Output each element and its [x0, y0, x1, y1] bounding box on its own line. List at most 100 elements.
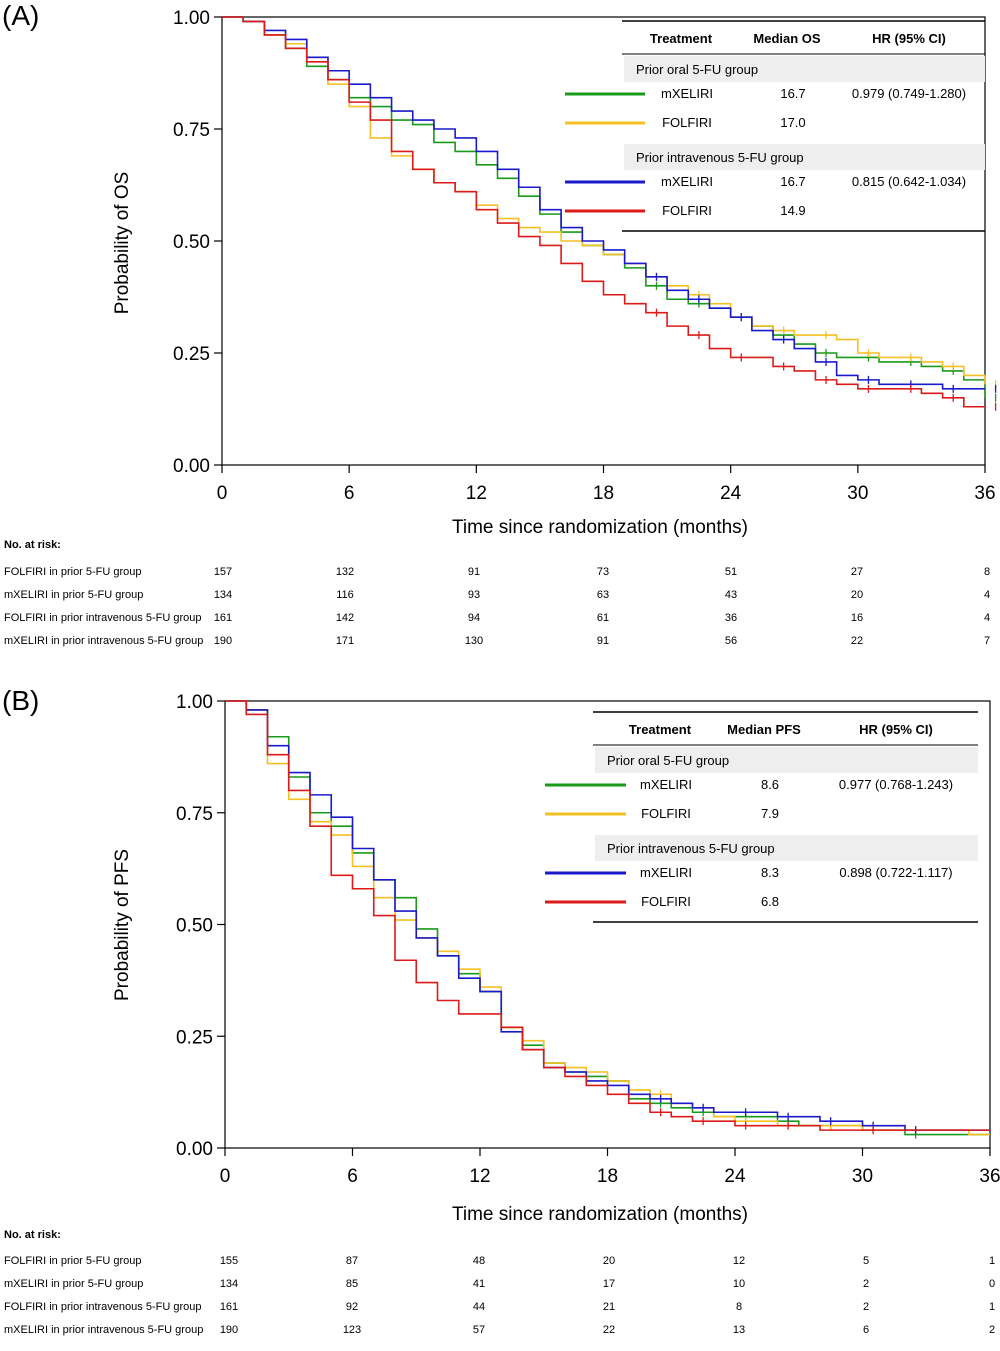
risk-value: 5	[862, 1255, 870, 1267]
legend-header: Median PFS	[727, 722, 801, 737]
x-tick-label: 6	[344, 483, 355, 504]
legend-median: 8.6	[761, 777, 779, 792]
x-tick-label: 12	[466, 483, 487, 504]
risk-row-label: mXELIRI in prior 5-FU group	[4, 1278, 144, 1290]
legend-median: 8.3	[761, 865, 779, 880]
y-tick-label: 0.50	[176, 916, 213, 937]
x-tick-label: 18	[593, 483, 614, 504]
legend-treatment: FOLFIRI	[641, 806, 691, 821]
risk-value: 10	[732, 1278, 746, 1290]
legend-group-band	[595, 835, 978, 861]
legend-treatment: mXELIRI	[640, 777, 692, 792]
y-tick-label: 0.00	[173, 456, 210, 477]
risk-value: 22	[602, 1324, 616, 1336]
y-tick-label: 0.25	[173, 344, 210, 365]
risk-value: 13	[732, 1324, 746, 1336]
risk-value: 161	[219, 1301, 239, 1313]
legend-median: 16.7	[780, 86, 805, 101]
risk-value: 7	[983, 635, 991, 647]
x-tick-label: 36	[974, 483, 995, 504]
legend-treatment: mXELIRI	[661, 86, 713, 101]
risk-value: 2	[862, 1301, 870, 1313]
x-axis-label: Time since randomization (months)	[451, 517, 748, 538]
risk-value: 92	[345, 1301, 359, 1313]
risk-value: 161	[213, 612, 233, 624]
x-tick-label: 30	[852, 1166, 873, 1187]
legend-treatment: FOLFIRI	[641, 894, 691, 909]
risk-value: 73	[596, 566, 610, 578]
legend-group-label: Prior oral 5-FU group	[607, 753, 729, 768]
risk-table-title: No. at risk:	[4, 1229, 61, 1241]
legend-hr: 0.815 (0.642-1.034)	[852, 174, 966, 189]
risk-value: 157	[213, 566, 233, 578]
risk-row-label: mXELIRI in prior 5-FU group	[4, 589, 144, 601]
risk-value: 20	[602, 1255, 616, 1267]
risk-value: 21	[602, 1301, 616, 1313]
legend-median: 17.0	[780, 115, 805, 130]
risk-value: 132	[335, 566, 355, 578]
x-tick-label: 12	[469, 1166, 490, 1187]
pfs-chart: 0.00 0.25 0.50 0.75 1.00 0 6 12 18 24 30 36 Treatmen…	[176, 692, 1000, 1187]
x-tick-label: 6	[347, 1166, 358, 1187]
x-tick-label: 0	[217, 483, 228, 504]
legend-header: HR (95% CI)	[859, 722, 933, 737]
risk-value: 116	[336, 589, 354, 601]
risk-value: 134	[213, 589, 233, 601]
y-tick-label: 0.50	[173, 232, 210, 253]
x-axis-label: Time since randomization (months)	[451, 1204, 748, 1225]
risk-value: 130	[464, 635, 484, 647]
risk-value: 43	[724, 589, 738, 601]
km-curve-series-3	[225, 700, 990, 1131]
x-tick-label: 24	[724, 1166, 746, 1187]
risk-value: 6	[862, 1324, 870, 1336]
legend-group-label: Prior intravenous 5-FU group	[607, 841, 775, 856]
legend-group-band	[624, 144, 985, 170]
legend-hr: 0.977 (0.768-1.243)	[839, 777, 953, 792]
y-axis-label: Probability of PFS	[112, 848, 133, 1001]
risk-value: 56	[724, 635, 738, 647]
risk-value: 36	[724, 612, 738, 624]
risk-value: 171	[335, 635, 355, 647]
risk-value: 4	[983, 589, 991, 601]
legend-header: Median OS	[753, 31, 821, 46]
risk-value: 87	[345, 1255, 359, 1267]
legend-median: 6.8	[761, 894, 779, 909]
risk-value: 22	[850, 635, 864, 647]
risk-value: 4	[983, 612, 991, 624]
risk-value: 63	[596, 589, 610, 601]
risk-row-label: FOLFIRI in prior 5-FU group	[4, 566, 142, 578]
panel-label: (B)	[2, 685, 40, 716]
risk-value: 190	[213, 635, 233, 647]
risk-value: 12	[732, 1255, 746, 1267]
risk-value: 1	[988, 1255, 996, 1267]
risk-row-label: mXELIRI in prior intravenous 5-FU group	[4, 1324, 204, 1336]
risk-value: 8	[735, 1301, 743, 1313]
km-curve-series-3	[222, 16, 985, 408]
legend-hr: 0.898 (0.722-1.117)	[839, 865, 952, 880]
x-tick-label: 18	[597, 1166, 618, 1187]
risk-row-label: FOLFIRI in prior intravenous 5-FU group	[4, 612, 202, 624]
risk-row-label: mXELIRI in prior intravenous 5-FU group	[4, 635, 204, 647]
risk-value: 94	[467, 612, 481, 624]
x-tick-label: 36	[979, 1166, 1000, 1187]
risk-row-label: FOLFIRI in prior intravenous 5-FU group	[4, 1301, 202, 1313]
risk-value: 57	[472, 1324, 486, 1336]
legend-treatment: mXELIRI	[640, 865, 692, 880]
risk-row-label: FOLFIRI in prior 5-FU group	[4, 1255, 142, 1267]
risk-value: 91	[467, 566, 481, 578]
legend-group-label: Prior intravenous 5-FU group	[636, 150, 804, 165]
risk-value: 17	[602, 1278, 616, 1290]
y-tick-label: 0.25	[176, 1027, 213, 1048]
legend-header: Treatment	[629, 722, 692, 737]
risk-value: 8	[983, 566, 991, 578]
risk-value: 0	[988, 1278, 996, 1290]
legend-group-band	[624, 56, 985, 82]
legend-group-band	[595, 747, 978, 773]
risk-value: 2	[862, 1278, 870, 1290]
legend-header: HR (95% CI)	[872, 31, 946, 46]
risk-value: 2	[988, 1324, 996, 1336]
risk-value: 16	[850, 612, 864, 624]
legend-hr: 0.979 (0.749-1.280)	[852, 86, 966, 101]
os-chart: 0.00 0.25 0.50 0.75 1.00 0 6 12 18 24 30 36 Treatmen…	[173, 8, 997, 504]
risk-value: 91	[596, 635, 610, 647]
